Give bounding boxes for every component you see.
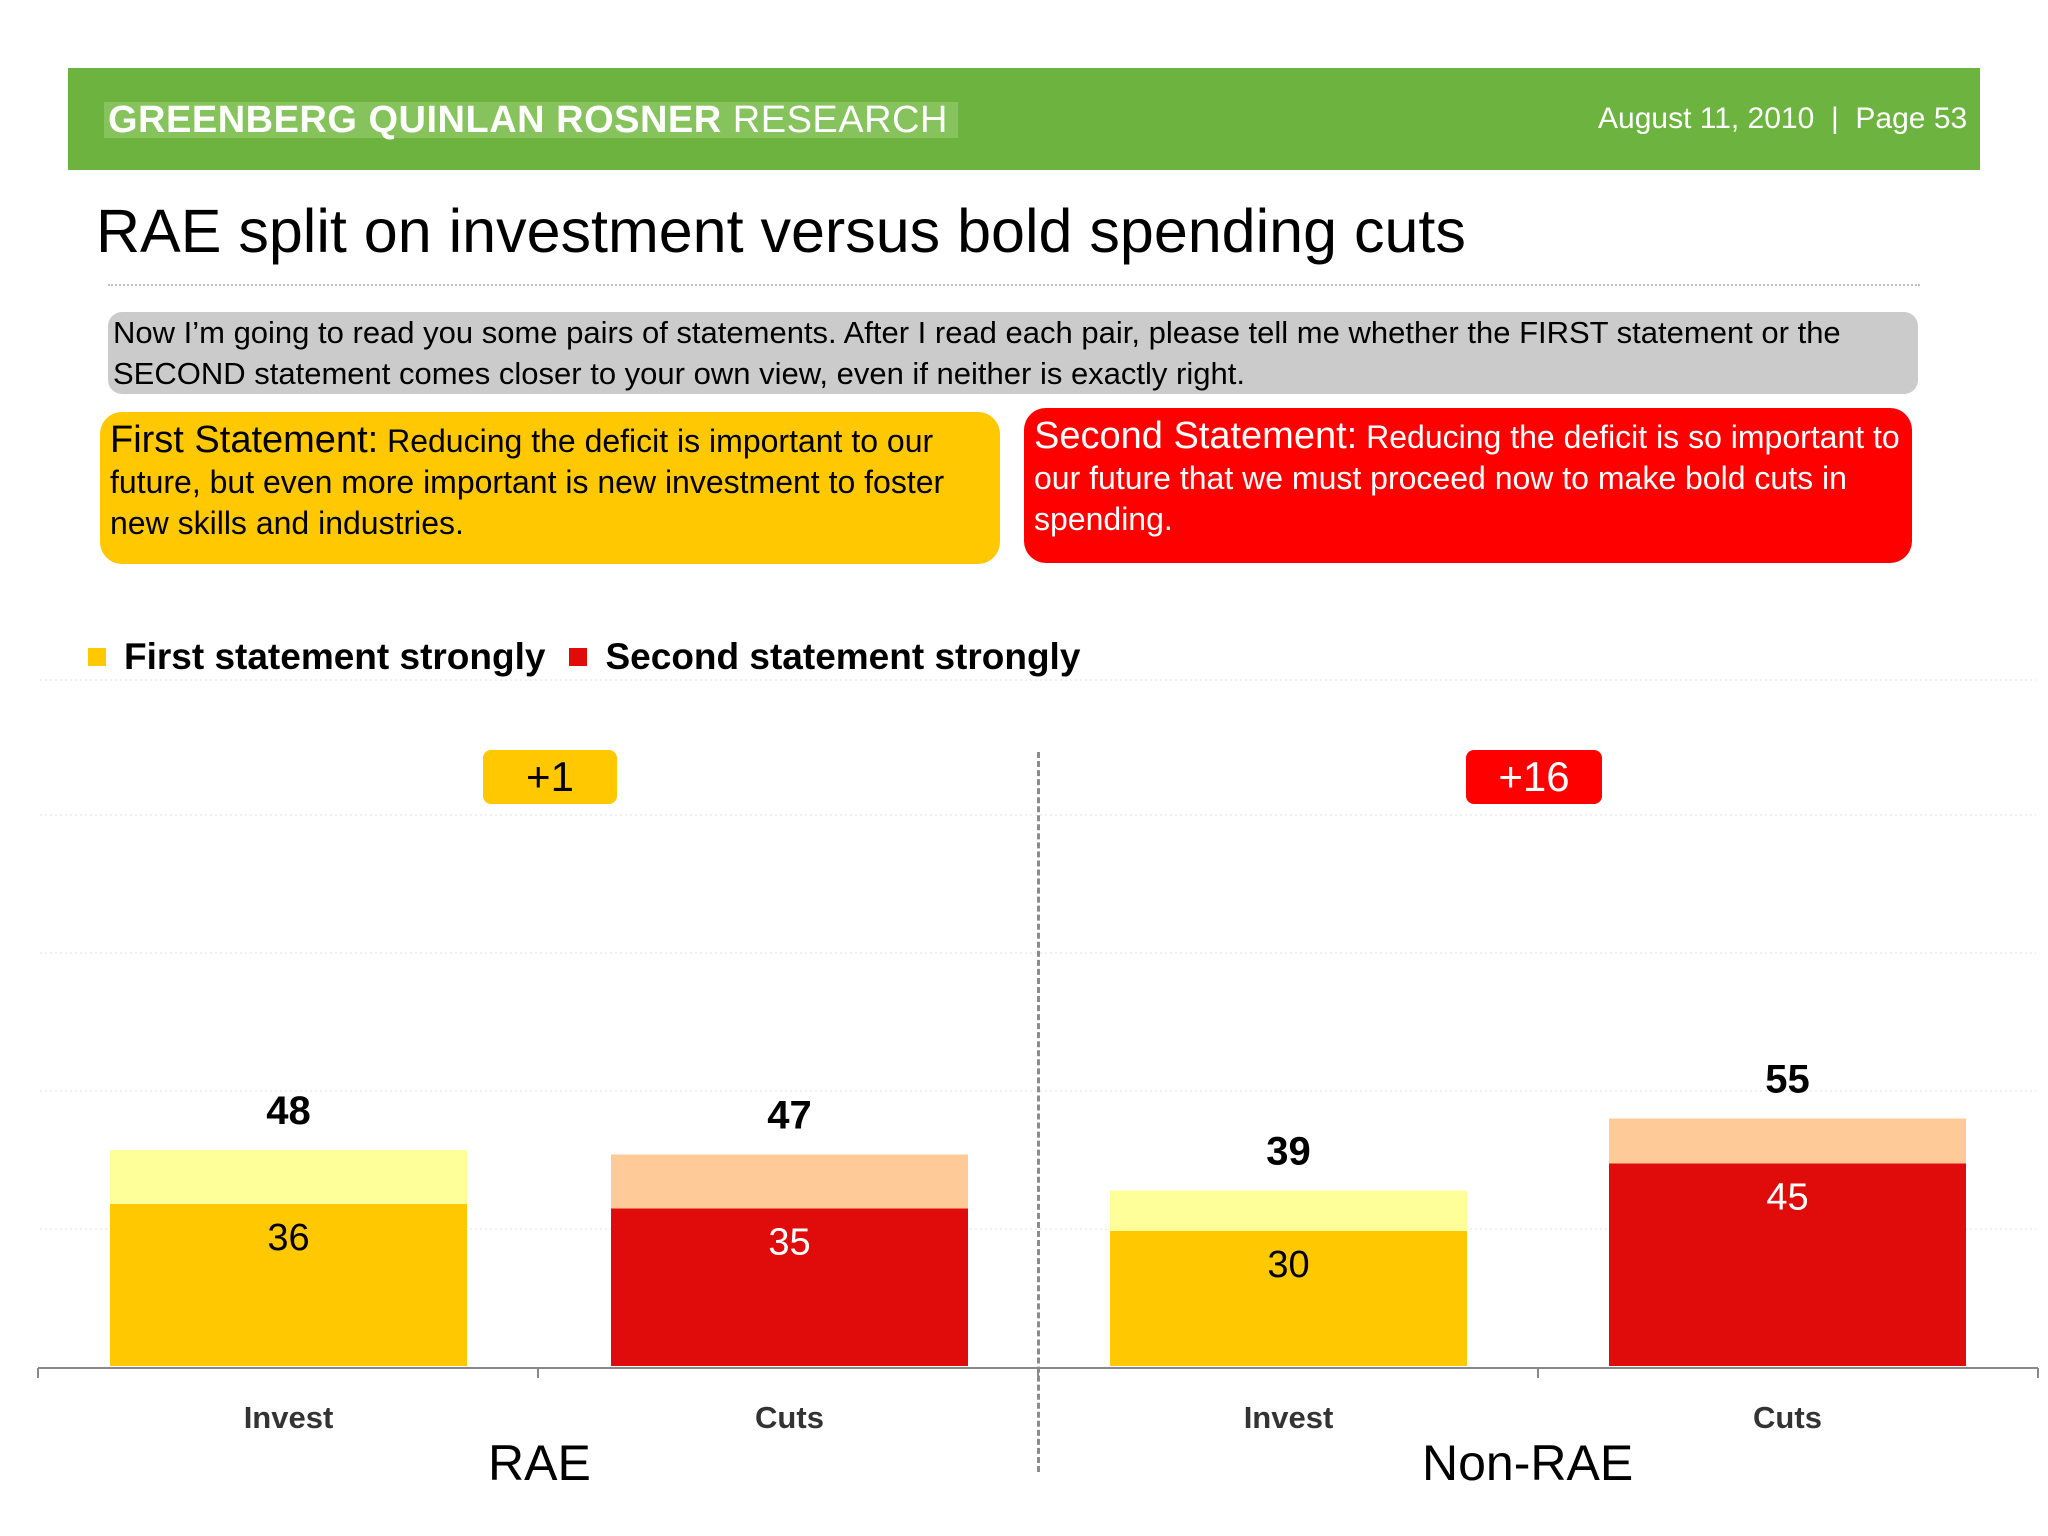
total-value-label-1: 47 (767, 1094, 812, 1138)
bar-strongly-1 (611, 1208, 968, 1366)
legend-swatch-red (569, 648, 588, 666)
header-bar: GREENBERG QUINLAN ROSNER RESEARCH August… (68, 68, 1980, 170)
strongly-value-label-1: 35 (768, 1222, 810, 1264)
legend-item-first: First statement strongly (88, 636, 545, 678)
strongly-value-label-3: 45 (1766, 1177, 1808, 1219)
second-statement-text: Reducing the deficit is so important to … (1034, 419, 1900, 537)
chart-legend: First statement strongly Second statemen… (88, 636, 1104, 678)
category-label-3: Cuts (1753, 1400, 1822, 1435)
group-label-rae: RAE (488, 1435, 591, 1491)
total-value-label-2: 39 (1266, 1130, 1311, 1174)
question-box: Now I’m going to read you some pairs of … (108, 312, 1918, 394)
first-statement-label: First Statement: (110, 419, 379, 461)
title-divider (108, 284, 1920, 286)
legend-label-first: First statement strongly (124, 636, 546, 677)
second-statement-label: Second Statement: (1034, 415, 1358, 457)
strongly-value-label-2: 30 (1267, 1244, 1309, 1286)
page-title: RAE split on investment versus bold spen… (96, 197, 1466, 265)
total-value-label-0: 48 (266, 1089, 311, 1133)
bar-total-0 (110, 1150, 467, 1204)
legend-label-second: Second statement strongly (605, 636, 1081, 677)
bar-total-3 (1609, 1118, 1966, 1164)
legend-swatch-yellow (88, 648, 106, 666)
strongly-value-label-0: 36 (267, 1217, 309, 1259)
group-divider (1037, 752, 1040, 1472)
first-statement-box: First Statement: Reducing the deficit is… (100, 412, 1000, 564)
bar-strongly-3 (1609, 1163, 1966, 1366)
category-label-1: Cuts (755, 1400, 824, 1435)
bar-strongly-0 (110, 1204, 467, 1366)
nonrae-difference-badge: +16 (1466, 750, 1602, 804)
date-page-label: August 11, 2010 | Page 53 (1598, 102, 1968, 135)
category-label-2: Invest (1244, 1400, 1334, 1435)
group-label-nonrae: Non-RAE (1422, 1435, 1634, 1491)
rae-difference-badge: +1 (483, 750, 617, 804)
legend-item-second: Second statement strongly (569, 636, 1080, 678)
first-statement-text: Reducing the deficit is important to our… (110, 423, 945, 541)
bar-total-2 (1110, 1190, 1467, 1231)
second-statement-box: Second Statement: Reducing the deficit i… (1024, 408, 1912, 563)
brand-logo: GREENBERG QUINLAN ROSNER RESEARCH (104, 101, 958, 139)
category-label-0: Invest (244, 1400, 334, 1435)
bar-total-1 (611, 1154, 968, 1209)
bar-strongly-2 (1110, 1231, 1467, 1366)
total-value-label-3: 55 (1765, 1058, 1810, 1102)
